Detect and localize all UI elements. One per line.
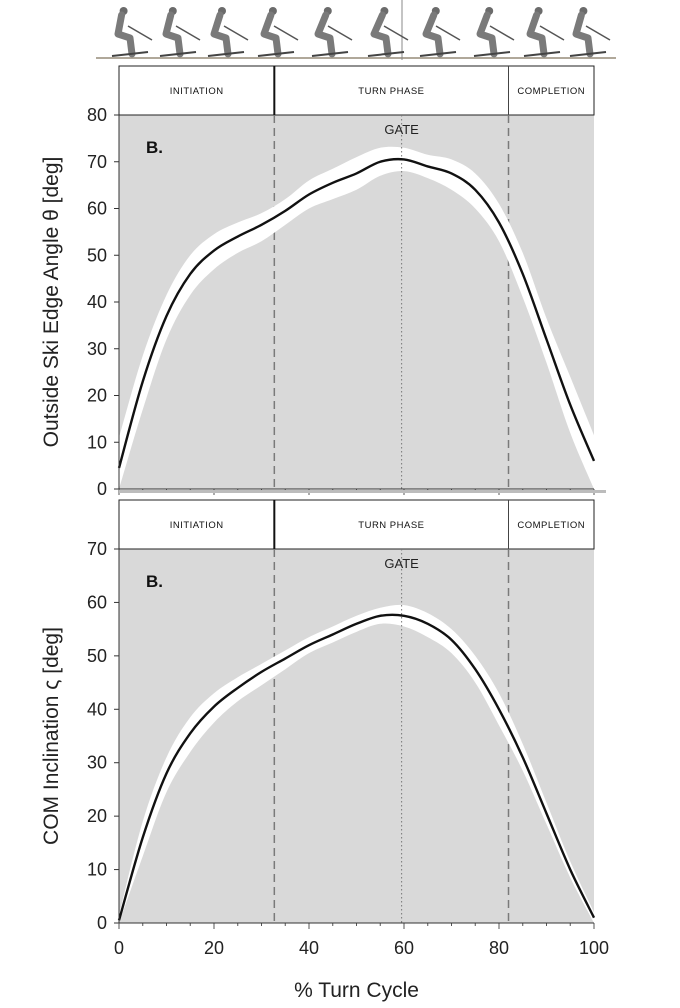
- ski-pole: [435, 25, 461, 41]
- ski: [257, 51, 295, 57]
- skier-body: [422, 11, 444, 58]
- skier-figure: [159, 7, 201, 58]
- phase-header: [118, 65, 595, 116]
- skier-sequence-illustration: [96, 0, 616, 60]
- y-tick-label: 10: [87, 860, 107, 880]
- sd-band: [119, 146, 594, 489]
- y-tick-label: 20: [87, 386, 107, 406]
- ski-pole: [175, 25, 201, 41]
- phase-label-initiation: INITIATION: [170, 86, 224, 97]
- y-tick-label: 20: [87, 806, 107, 826]
- skier-figure: [367, 7, 409, 58]
- y-tick-label: 60: [87, 199, 107, 219]
- ski-pole: [489, 25, 515, 41]
- skier-figure: [207, 7, 249, 58]
- skier-body: [476, 11, 498, 58]
- skier-body: [260, 11, 282, 58]
- y-tick-label: 10: [87, 432, 107, 452]
- mean-line: [117, 157, 596, 469]
- y-axis-title: COM Inclination ς [deg]: [40, 627, 63, 845]
- skier-figure: [473, 7, 515, 58]
- x-tick-label: 20: [204, 938, 224, 958]
- ski-pole: [383, 25, 409, 41]
- phase-label-turn-phase: TURN PHASE: [358, 520, 424, 531]
- phase-label-completion: COMPLETION: [517, 86, 585, 97]
- y-tick-label: 50: [87, 245, 107, 265]
- panel-label: B.: [146, 138, 163, 157]
- gate-label: GATE: [384, 556, 419, 571]
- skier-figure: [311, 7, 353, 58]
- x-tick-label: 100: [579, 938, 609, 958]
- ski-pole: [539, 25, 565, 41]
- ski-pole: [327, 25, 353, 41]
- panel-separator: [119, 490, 606, 493]
- ski: [419, 51, 457, 57]
- y-tick-label: 70: [87, 152, 107, 172]
- mean-line: [117, 613, 596, 921]
- snow-ground-line: [96, 57, 616, 59]
- ski-pole: [223, 25, 249, 41]
- y-tick-label: 60: [87, 592, 107, 612]
- ski: [111, 51, 149, 57]
- skier-body: [526, 11, 548, 58]
- ski: [523, 51, 561, 57]
- ski: [569, 51, 607, 57]
- x-axis-title: % Turn Cycle: [294, 979, 419, 1002]
- chart-panel-2: INITIATION TURN PHASE COMPLETION GATE B. 0 10 2…: [40, 499, 609, 1002]
- y-tick-label: 30: [87, 339, 107, 359]
- y-tick-label: 30: [87, 753, 107, 773]
- panel-label: B.: [146, 572, 163, 591]
- x-tick-label: 40: [299, 938, 319, 958]
- ski: [367, 51, 405, 57]
- ski-pole: [273, 25, 299, 41]
- y-tick-label: 80: [87, 105, 107, 125]
- skier-body: [314, 11, 336, 58]
- skier-figure: [569, 7, 611, 58]
- chart-panel-1: INITIATION TURN PHASE COMPLETION GATE B. 0 10 2…: [40, 65, 596, 499]
- ski-pole: [127, 25, 153, 41]
- skier-body: [162, 11, 184, 58]
- y-tick-label: 40: [87, 292, 107, 312]
- ski: [207, 51, 245, 57]
- x-tick-label: 0: [114, 938, 124, 958]
- skier-body: [114, 11, 136, 58]
- skier-body: [572, 11, 594, 58]
- y-tick-label: 0: [97, 479, 107, 499]
- ski: [159, 51, 197, 57]
- y-tick-label: 0: [97, 913, 107, 933]
- ski: [311, 51, 349, 57]
- skier-figure: [257, 7, 299, 58]
- y-axis-title: Outside Ski Edge Angle θ [deg]: [40, 157, 63, 448]
- sd-band: [119, 604, 594, 923]
- skier-figure: [111, 7, 153, 58]
- skier-figure: [419, 7, 461, 58]
- phase-label-initiation: INITIATION: [170, 520, 224, 531]
- phase-label-completion: COMPLETION: [517, 520, 585, 531]
- x-tick-label: 80: [489, 938, 509, 958]
- skier-figure: [523, 7, 565, 58]
- y-tick-label: 70: [87, 539, 107, 559]
- skier-body: [210, 11, 232, 58]
- phase-header: [118, 499, 595, 550]
- gate-label: GATE: [384, 122, 419, 137]
- ski: [473, 51, 511, 57]
- skier-body: [370, 11, 392, 58]
- y-tick-label: 40: [87, 699, 107, 719]
- x-tick-label: 60: [394, 938, 414, 958]
- ski-pole: [585, 25, 611, 41]
- phase-label-turn-phase: TURN PHASE: [358, 86, 424, 97]
- y-tick-label: 50: [87, 646, 107, 666]
